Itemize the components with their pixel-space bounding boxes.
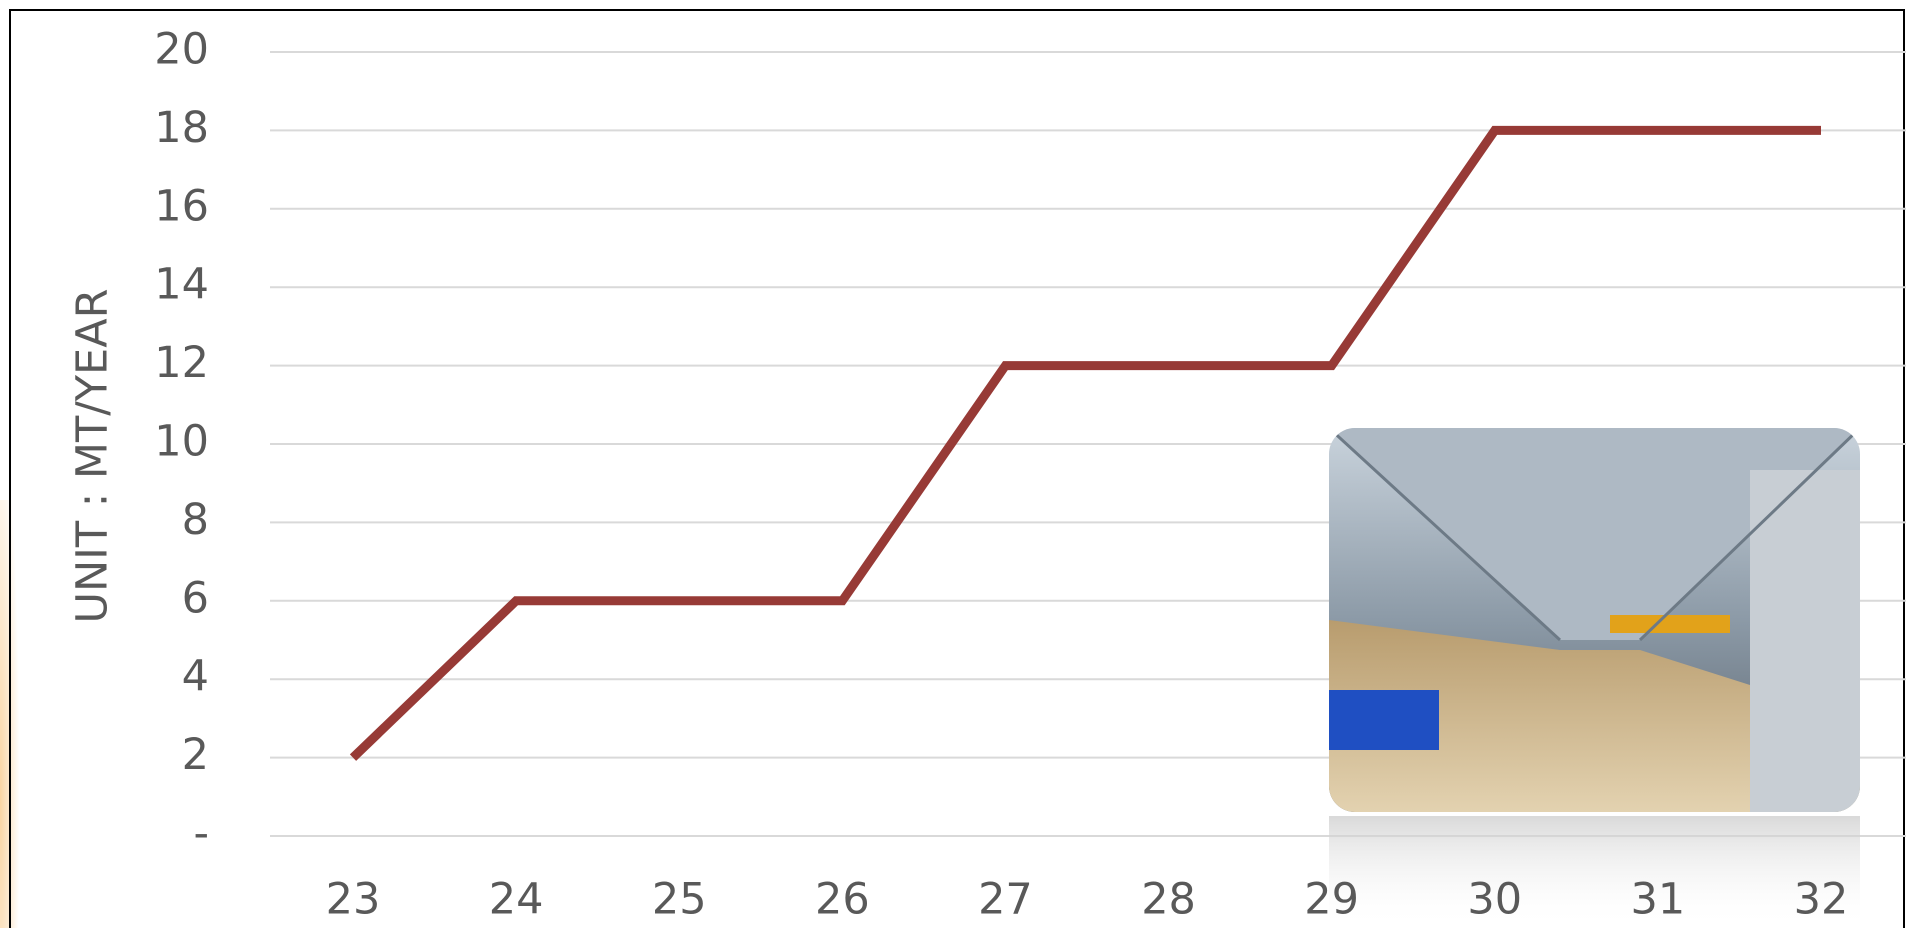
- y-tick-label: 2: [182, 730, 209, 780]
- x-tick-label: 30: [1467, 875, 1522, 925]
- y-tick-label: 4: [182, 652, 209, 702]
- y-axis-label: UNIT : MT/YEAR: [68, 289, 118, 624]
- y-tick-label: 12: [154, 338, 209, 388]
- y-tick-label: 18: [154, 103, 209, 153]
- frame: [9, 9, 1905, 928]
- plot: [349, 125, 1821, 761]
- x-tick-label: 26: [815, 875, 870, 925]
- y-tick-label: 14: [154, 260, 209, 310]
- y-tick-label: 8: [182, 495, 209, 545]
- x-tick-label: 31: [1631, 875, 1686, 925]
- x-tick-label: 27: [978, 875, 1033, 925]
- x-tick-label: 29: [1304, 875, 1359, 925]
- data-line: [349, 125, 1821, 761]
- y-tick-label: 6: [182, 573, 209, 623]
- y-tick-label: 20: [154, 25, 209, 75]
- y-tick-label: -: [193, 809, 209, 859]
- x-tick-label: 24: [489, 875, 544, 925]
- x-tick-label: 32: [1794, 875, 1849, 925]
- y-tick-label: 16: [154, 181, 209, 231]
- y-tick-label: 10: [154, 417, 209, 467]
- x-tick-label: 28: [1141, 875, 1196, 925]
- photo: [1329, 428, 1860, 928]
- x-tick-label: 23: [326, 875, 381, 925]
- x-tick-label: 25: [652, 875, 707, 925]
